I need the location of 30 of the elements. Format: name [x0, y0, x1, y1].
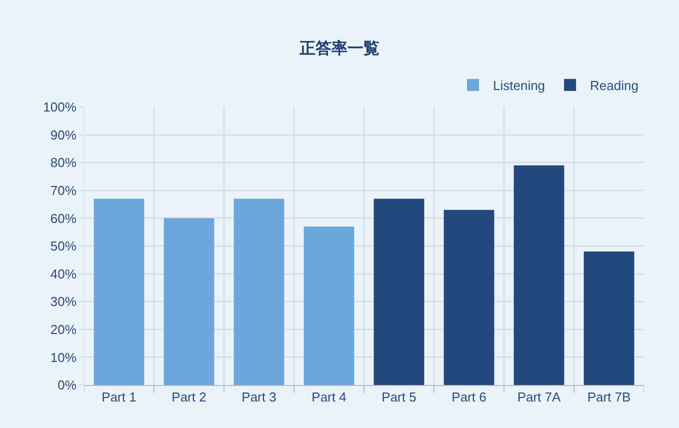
x-tick-label: Part 3 [242, 390, 276, 405]
legend-label: Reading [590, 78, 638, 94]
y-tick-label: 80% [50, 155, 77, 170]
y-tick-label: 50% [50, 238, 77, 254]
x-tick-label: Part 6 [452, 390, 486, 405]
bar [234, 198, 284, 385]
chart-title: 正答率一覧 [298, 38, 380, 58]
bar [444, 210, 494, 385]
y-tick-label: 70% [50, 182, 77, 198]
bar [164, 218, 214, 385]
x-tick-label: Part 2 [172, 390, 206, 405]
y-tick-label: 10% [50, 350, 77, 365]
bar [514, 165, 564, 385]
bar [304, 226, 354, 385]
y-tick-label: 60% [50, 210, 77, 226]
bar [94, 198, 144, 385]
y-tick-label: 40% [50, 266, 77, 282]
y-tick-label: 20% [50, 322, 77, 337]
legend-label: Listening [493, 78, 546, 94]
y-tick-label: 0% [58, 378, 77, 393]
x-tick-label: Part 1 [102, 390, 136, 405]
y-tick-label: 90% [50, 127, 77, 142]
bar [584, 252, 634, 385]
y-tick-label: 100% [43, 100, 77, 115]
x-tick-label: Part 7B [587, 390, 631, 405]
bar [374, 198, 424, 385]
x-tick-label: Part 7A [517, 390, 562, 405]
y-tick-label: 30% [50, 294, 77, 310]
x-tick-label: Part 4 [312, 390, 346, 405]
x-tick-label: Part 5 [382, 390, 416, 405]
